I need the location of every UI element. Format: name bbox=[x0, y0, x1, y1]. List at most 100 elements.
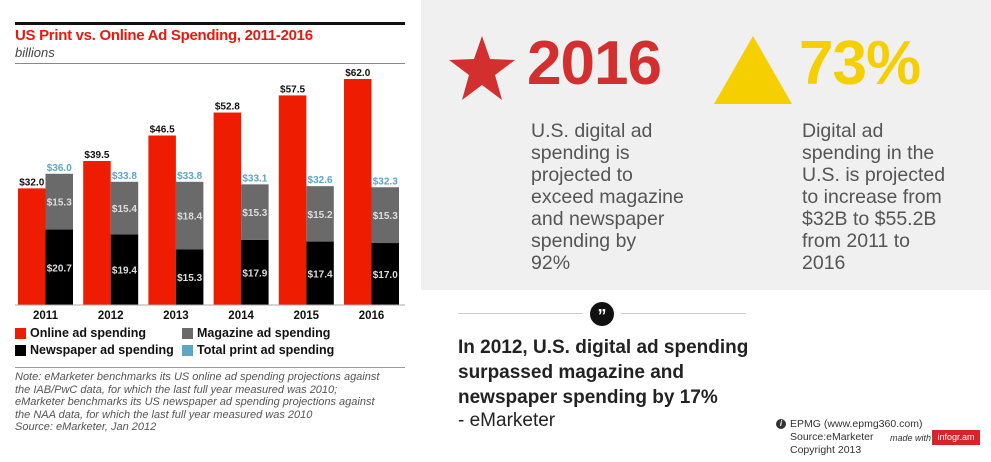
label-total-print: $32.6 bbox=[308, 175, 333, 186]
text-line: Digital ad bbox=[802, 120, 884, 142]
bar-online bbox=[148, 135, 176, 305]
label-online: $62.0 bbox=[345, 68, 370, 79]
copyright: Copyright 2013 bbox=[790, 444, 862, 456]
label-magazine: $15.3 bbox=[47, 198, 72, 209]
bar-online bbox=[344, 79, 372, 305]
divider bbox=[15, 367, 405, 368]
legend-label: Online ad spending bbox=[30, 326, 146, 340]
text-line: U.S. is projected bbox=[802, 164, 946, 186]
label-online: $52.8 bbox=[215, 102, 240, 113]
bar-newspaper bbox=[306, 241, 334, 305]
note-line: the IAB/PwC data, for which the last ful… bbox=[15, 383, 338, 396]
legend-swatch bbox=[15, 344, 26, 356]
legend-online: Online ad spending bbox=[15, 326, 146, 340]
text-line: from 2011 to bbox=[802, 230, 911, 252]
bar-online bbox=[83, 161, 111, 305]
bar-magazine bbox=[371, 187, 399, 244]
text-line: $32B to $55.2B bbox=[802, 208, 937, 230]
note-line: eMarketer benchmarks its US newspaper ad… bbox=[15, 396, 375, 408]
bar-newspaper bbox=[175, 249, 204, 305]
bar-magazine bbox=[241, 184, 269, 240]
text-line: spending in the bbox=[802, 142, 935, 164]
label-online: $39.5 bbox=[84, 150, 109, 161]
stat2-text: Digital ad spending in the U.S. is project… bbox=[802, 120, 945, 274]
text-line: and newspaper bbox=[531, 208, 665, 230]
label-newspaper: $17.9 bbox=[242, 268, 267, 279]
label-total-print: $36.0 bbox=[47, 163, 72, 174]
note-line: the NAA data, for which the last full ye… bbox=[15, 408, 313, 421]
legend-swatch bbox=[182, 327, 193, 339]
chart-panel: US Print vs. Online Ad Spending, 2011-20… bbox=[0, 0, 420, 462]
text-line: spending by bbox=[531, 230, 637, 252]
legend-magazine: Magazine ad spending bbox=[182, 326, 330, 340]
quote-line: In 2012, U.S. digital ad spending bbox=[458, 337, 749, 358]
note-source: Source: eMarketer, Jan 2012 bbox=[15, 421, 157, 433]
label-online: $46.5 bbox=[150, 125, 175, 136]
x-tick-label: 2015 bbox=[294, 310, 320, 322]
legend-label: Newspaper ad spending bbox=[30, 343, 174, 357]
legend-total-print: Total print ad spending bbox=[182, 343, 334, 357]
label-magazine: $15.3 bbox=[373, 211, 398, 222]
x-tick-label: 2012 bbox=[98, 310, 124, 322]
chart-note: Note: eMarketer benchmarks its US online… bbox=[15, 371, 410, 434]
text-line: exceed magazine bbox=[531, 186, 684, 208]
label-newspaper: $15.3 bbox=[177, 273, 202, 284]
infogram-logo[interactable]: infogr.am bbox=[932, 430, 980, 445]
chart-title: US Print vs. Online Ad Spending, 2011-20… bbox=[15, 27, 313, 44]
credit: EPMG (www.epmg360.com) Source:eMarketer … bbox=[775, 418, 991, 457]
label-total-print: $33.1 bbox=[242, 173, 267, 184]
label-newspaper: $17.0 bbox=[373, 270, 398, 281]
label-online: $57.5 bbox=[280, 84, 305, 95]
bar-newspaper bbox=[110, 234, 139, 305]
label-magazine: $15.4 bbox=[112, 204, 137, 215]
label-newspaper: $19.4 bbox=[112, 266, 137, 277]
label-newspaper: $17.4 bbox=[308, 269, 333, 280]
bar-magazine bbox=[45, 173, 73, 230]
quote-line: surpassed magazine and bbox=[458, 362, 684, 383]
note-line: Note: eMarketer benchmarks its US online… bbox=[15, 371, 380, 383]
legend-newspaper: Newspaper ad spending bbox=[15, 343, 174, 357]
text-line: 2016 bbox=[802, 252, 846, 274]
stat2-value: 73% bbox=[799, 29, 921, 98]
chart-subtitle: billions bbox=[15, 45, 55, 60]
legend-swatch bbox=[15, 327, 26, 339]
bar-online bbox=[213, 112, 242, 305]
legend-label: Magazine ad spending bbox=[197, 326, 331, 340]
bar-chart: $32.0$36.0$15.3$20.72011$39.5$33.8$15.4$… bbox=[15, 68, 405, 322]
credit-line: EPMG (www.epmg360.com) Source:eMarketer bbox=[790, 418, 923, 443]
bar-magazine bbox=[175, 181, 204, 250]
stats-panel: 2016 U.S. digital ad spending is projected… bbox=[421, 0, 991, 290]
quote-source: - eMarketer bbox=[458, 410, 556, 431]
bar-newspaper bbox=[241, 239, 269, 305]
quote-line: newspaper spending by 17% bbox=[458, 387, 718, 408]
stat1-text: U.S. digital ad spending is projected to ex… bbox=[531, 120, 684, 274]
triangle-icon bbox=[714, 36, 792, 104]
legend-label: Total print ad spending bbox=[197, 343, 335, 357]
x-tick-label: 2016 bbox=[359, 310, 385, 322]
bar-newspaper bbox=[45, 229, 73, 305]
label-total-print: $33.8 bbox=[177, 171, 202, 182]
label-total-print: $33.8 bbox=[112, 171, 137, 182]
text-line: 92% bbox=[531, 252, 571, 274]
label-magazine: $15.2 bbox=[308, 210, 333, 221]
star-icon bbox=[449, 36, 515, 100]
bar-magazine bbox=[110, 181, 139, 235]
text-line: projected to bbox=[531, 164, 633, 186]
legend-swatch bbox=[182, 344, 193, 356]
x-tick-label: 2011 bbox=[33, 310, 59, 322]
info-icon: i bbox=[776, 419, 786, 429]
label-newspaper: $20.7 bbox=[47, 263, 72, 274]
bar-newspaper bbox=[371, 243, 399, 305]
bar-online bbox=[18, 188, 46, 305]
label-magazine: $15.3 bbox=[242, 208, 267, 219]
stat1-value: 2016 bbox=[527, 29, 662, 98]
label-magazine: $18.4 bbox=[177, 212, 202, 223]
divider bbox=[458, 313, 583, 314]
quote-text: In 2012, U.S. digital ad spending surpas… bbox=[458, 335, 748, 410]
divider bbox=[621, 313, 746, 314]
bar-online bbox=[278, 95, 307, 305]
text-line: U.S. digital ad bbox=[531, 120, 653, 142]
label-online: $32.0 bbox=[19, 177, 44, 188]
top-rule bbox=[15, 22, 405, 25]
made-with-label: made with bbox=[890, 433, 932, 443]
